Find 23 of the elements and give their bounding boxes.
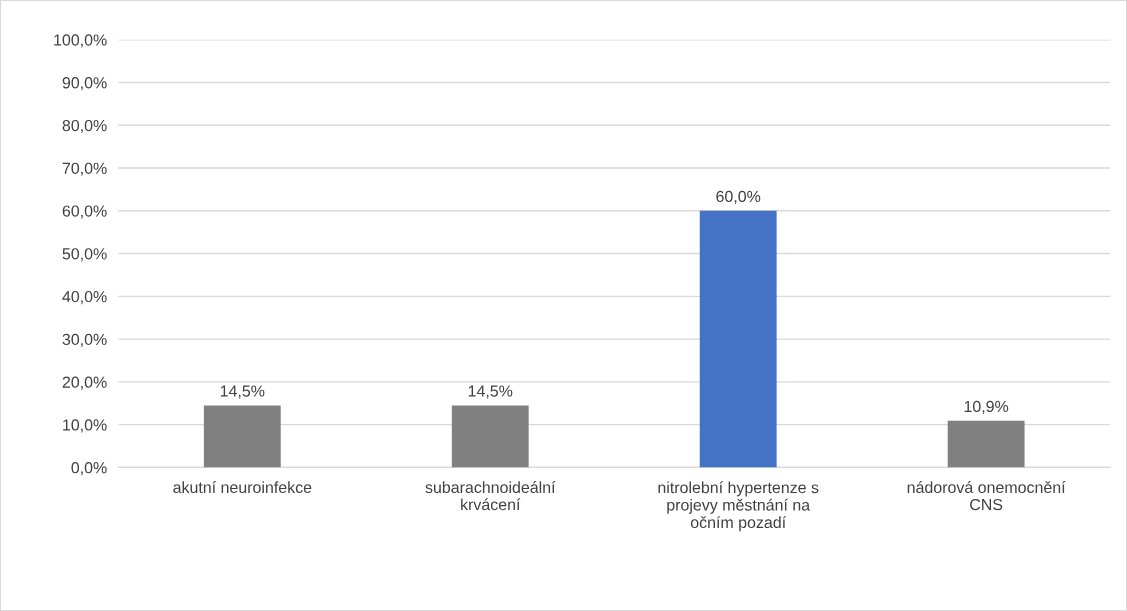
- data-label: 14,5%: [220, 385, 265, 399]
- y-tick-label: 10,0%: [63, 419, 107, 433]
- y-tick-label: 70,0%: [62, 162, 107, 176]
- bar: [451, 405, 529, 468]
- x-tick-label: akutní neuroinfekce: [173, 481, 312, 494]
- y-tick-label: 20,0%: [62, 376, 107, 390]
- x-tick-label: nitrolební hypertenze s projevy městnání na očním pozadí: [658, 481, 819, 532]
- y-tick-label: 100,0%: [54, 34, 107, 48]
- y-tick-label: 30,0%: [62, 333, 107, 347]
- y-tick-label: 90,0%: [62, 77, 107, 91]
- data-label: 60,0%: [716, 190, 761, 204]
- bar: [699, 210, 777, 468]
- y-tick-label: 40,0%: [62, 290, 107, 305]
- x-tick-label: subarachnoideální krvácení: [425, 481, 556, 511]
- bar: [203, 405, 281, 468]
- bar: [947, 420, 1025, 468]
- data-label: 14,5%: [468, 385, 513, 399]
- y-tick-label: 0,0%: [71, 462, 107, 476]
- y-tick-label: 80,0%: [62, 119, 107, 134]
- y-tick-label: 60,0%: [62, 205, 107, 219]
- data-label: 10,9%: [964, 400, 1009, 414]
- x-tick-label: nádorová onemocnění CNS: [907, 481, 1066, 511]
- y-tick-label: 50,0%: [62, 248, 107, 262]
